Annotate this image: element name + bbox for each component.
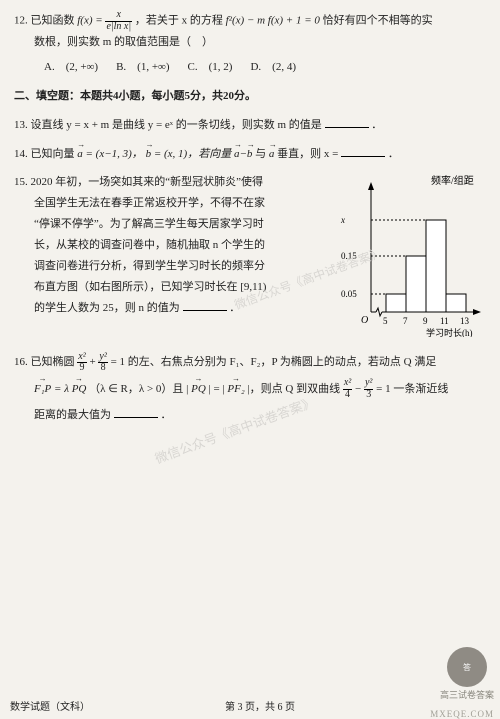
q15-num: 15. <box>14 176 28 188</box>
ylabel: 频率/组距 <box>431 174 474 187</box>
ytick-x: x <box>340 215 345 225</box>
q16-num: 16. <box>14 356 28 368</box>
q12-stem-b: ，若关于 x 的方程 <box>135 15 223 27</box>
q15-l4: 长，从某校的调查问卷中，随机抽取 n 个学生的 <box>14 235 265 256</box>
q14-cond: 垂直，则 x = <box>277 148 338 160</box>
q16-l3: 距离的最大值为 <box>14 402 111 428</box>
q15-blank <box>183 300 227 311</box>
vec-a3: a <box>269 144 275 165</box>
section2-header: 二、填空题：本题共4小题，每小题5分，共20分。 <box>14 86 486 107</box>
q15-l7b: ． <box>229 302 240 314</box>
badge-logo-icon: 答 <box>447 647 487 687</box>
q14: 14. 已知向量 a = (x−1, 3)， b = (x, 1)，若向量 a−… <box>14 144 486 165</box>
q15-l1: 2020 年初，一场突如其来的“新型冠状肺炎”使得 <box>31 176 264 188</box>
q12-frac-num: x <box>105 10 132 22</box>
q15-l2: 全国学生无法在春季正常返校开学，不得不在家 <box>14 193 265 214</box>
q12-B: B. (1, +∞) <box>116 57 169 78</box>
q14-blank <box>341 146 385 157</box>
origin-o: O <box>361 315 368 326</box>
badge: 答 高三试卷答案 <box>440 647 494 701</box>
vec-b: b <box>146 144 152 165</box>
q12-D: D. (2, 4) <box>250 57 296 78</box>
q16-hx: x² 4 <box>343 378 352 400</box>
xt13: 13 <box>460 316 470 326</box>
xlabel: 学习时长(h) <box>426 327 473 337</box>
q15-l3: “停课不停学”。为了解高三学生每天居家学习时 <box>14 214 264 235</box>
ytick-005: 0.05 <box>341 289 357 299</box>
q12-C: C. (1, 2) <box>188 57 233 78</box>
q12-frac-den: e|ln x| <box>105 22 132 33</box>
xt7: 7 <box>403 316 408 326</box>
footer: 数学试题（文科） 第 3 页，共 6 页 <box>0 698 500 713</box>
q12-stem-c: 恰好有四个不相等的实 <box>323 15 433 27</box>
q15-l6: 布直方图（如右图所示），已知学习时长在 [9,11) <box>14 277 266 298</box>
histogram-chart: 频率/组距 x 0.15 0 <box>331 172 486 337</box>
q16-a: 已知椭圆 <box>31 356 75 368</box>
q12-line2: 数根，则实数 m 的取值范围是（ ） <box>14 32 486 53</box>
footer-center: 第 3 页，共 6 页 <box>225 698 295 713</box>
q14-a: 已知向量 <box>31 148 75 160</box>
q16: 16. 已知椭圆 x² 9 + y² 8 = 1 的左、右焦点分别为 F₁、F₂… <box>14 349 486 428</box>
ytick-015: 0.15 <box>341 251 357 261</box>
q12-eq: f²(x) − m f(x) + 1 = 0 <box>226 15 320 27</box>
q13: 13. 设直线 y = x + m 是曲线 y = eˣ 的一条切线，则实数 m… <box>14 115 486 136</box>
q12-A: A. (2, +∞) <box>44 57 98 78</box>
q12-func-lhs: f(x) = <box>77 15 102 27</box>
vec-pf2: PF₂ <box>227 376 244 402</box>
q12-num: 12. <box>14 15 28 27</box>
vec-pq: PQ <box>72 376 87 402</box>
q16-elly: y² 8 <box>98 352 107 374</box>
vec-a: a <box>77 144 83 165</box>
xt9: 9 <box>423 316 428 326</box>
badge-text: 高三试卷答案 <box>440 688 494 701</box>
q15-l5: 调查问卷进行分析，得到学生学习时长的频率分 <box>14 256 265 277</box>
q13-blank <box>325 117 369 128</box>
xt11: 11 <box>440 316 449 326</box>
mxe-watermark: MXEQE.COM <box>430 709 494 719</box>
q14-num: 14. <box>14 148 28 160</box>
vec-a2: a <box>234 144 240 165</box>
chart-svg: 频率/组距 x 0.15 0 <box>331 172 486 337</box>
q13-b: ． <box>371 119 382 131</box>
q14-aval: = (x−1, 3)， <box>86 148 143 160</box>
vec-pq2: PQ <box>191 376 206 402</box>
q12-options: A. (2, +∞) B. (1, +∞) C. (1, 2) D. (2, 4… <box>14 57 486 78</box>
q12-frac: x e|ln x| <box>105 10 132 32</box>
q16-eq1: = 1 的左、右焦点分别为 F₁、F₂，P 为椭圆上的动点，若动点 Q 满足 <box>111 356 437 368</box>
q15: 频率/组距 x 0.15 0 <box>14 172 486 341</box>
q14-b: ． <box>388 148 399 160</box>
q13-a: 设直线 y = x + m 是曲线 y = eˣ 的一条切线，则实数 m 的值是 <box>31 119 322 131</box>
q16-hy: y² 3 <box>364 378 373 400</box>
vec-b2: b <box>247 144 253 165</box>
vec-f1p: F₁P <box>34 376 51 402</box>
xt5: 5 <box>383 316 388 326</box>
q12-stem-a: 已知函数 <box>31 15 75 27</box>
q15-l7: 的学生人数为 25，则 n 的值为 <box>14 298 180 319</box>
footer-left: 数学试题（文科） <box>10 698 90 713</box>
q14-bval: = (x, 1)，若向量 <box>154 148 231 160</box>
q12: 12. 已知函数 f(x) = x e|ln x| ，若关于 x 的方程 f²(… <box>14 10 486 78</box>
q16-blank <box>114 407 158 418</box>
q13-num: 13. <box>14 119 28 131</box>
